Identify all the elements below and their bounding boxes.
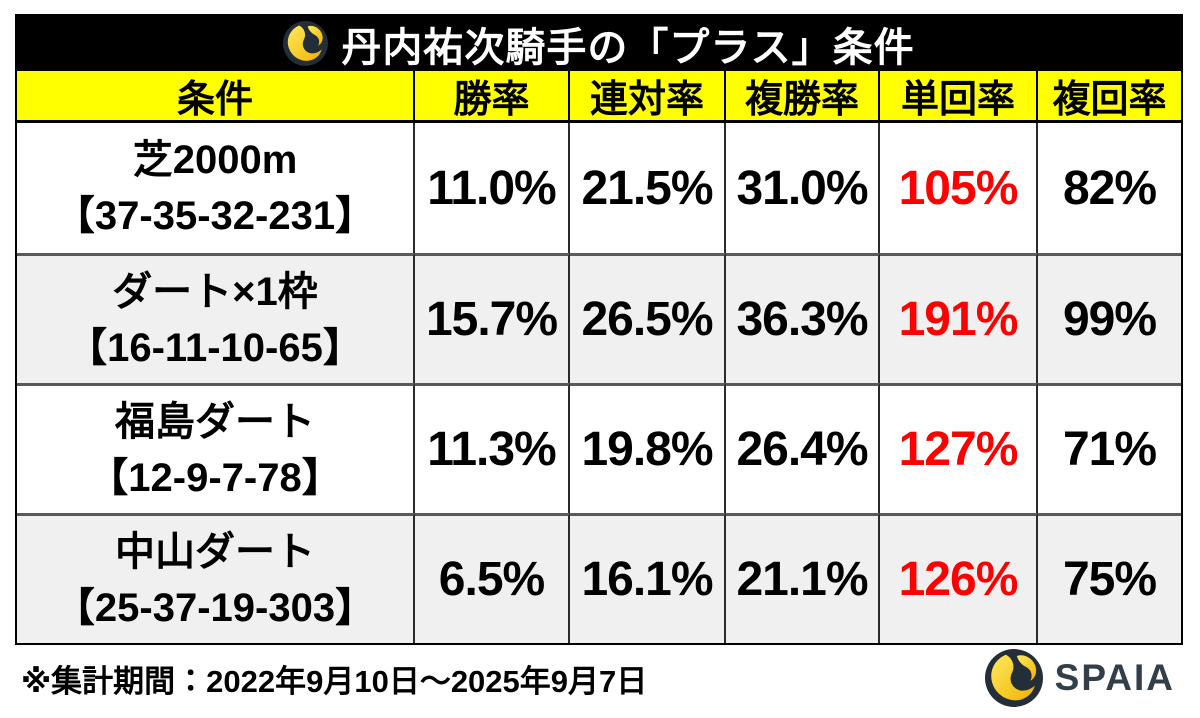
table-row-condition: 福島ダート 【12-9-7-78】 [17,383,415,513]
stats-table-frame: 丹内祐次騎手の「プラス」条件 条件 勝率 連対率 複勝率 単回率 複回率 芝20… [15,14,1183,645]
win-roi-value: 126% [880,513,1038,643]
column-header-condition: 条件 [17,71,415,123]
quinella-rate-value: 16.1% [570,513,726,643]
condition-line-2: 【16-11-10-65】 [67,325,363,370]
show-rate-value: 36.3% [726,253,880,383]
win-roi-value: 127% [880,383,1038,513]
win-roi-value: 105% [880,123,1038,253]
show-roi-value: 82% [1062,161,1157,215]
column-header-show-rate: 複勝率 [726,71,880,123]
show-rate-value: 26.4% [726,383,880,513]
condition-line-2: 【25-37-19-303】 [54,585,376,630]
quinella-rate-value: 21.5% [570,123,726,253]
condition-line-1: ダート×1枠 [112,269,318,314]
condition-line-1: 福島ダート [115,399,315,444]
column-header-show-roi: 複回率 [1038,71,1181,123]
condition-line-1: 芝2000m [132,138,298,182]
title-bar: 丹内祐次騎手の「プラス」条件 [17,16,1181,71]
condition-line-2: 【37-35-32-231】 [54,194,376,238]
quinella-rate-value: 26.5% [570,253,726,383]
column-header-quinella-rate: 連対率 [570,71,726,123]
spaia-logo-icon [283,21,329,66]
show-roi-value: 75% [1038,513,1181,643]
spaia-brand: SPAIA [984,649,1175,707]
footer: ※集計期間：2022年9月10日～2025年9月7日 SPAIA [15,645,1183,717]
show-rate-value: 31.0% [726,123,880,253]
show-roi-value: 71% [1038,383,1181,513]
win-rate-value: 11.3% [415,383,570,513]
quinella-rate-value: 19.8% [570,383,726,513]
table-row-condition: ダート×1枠 【16-11-10-65】 [17,253,415,383]
show-roi-value: 99% [1038,253,1181,383]
win-rate-value: 15.7% [415,253,570,383]
brand-wordmark: SPAIA [1054,657,1175,698]
show-rate-value: 21.1% [726,513,880,643]
aggregation-period-note: ※集計期間：2022年9月10日～2025年9月7日 [21,663,648,699]
column-header-win-roi: 単回率 [880,71,1038,123]
win-roi-value: 191% [880,253,1038,383]
condition-line-1: 中山ダート [115,529,315,574]
win-rate-value: 11.0% [415,123,570,253]
page-title: 丹内祐次騎手の「プラス」条件 [341,25,915,70]
win-rate-value: 6.5% [415,513,570,643]
column-header-win-rate: 勝率 [415,71,570,123]
spaia-logo-icon [984,649,1043,707]
condition-line-2: 【12-9-7-78】 [88,455,342,500]
stats-table: 条件 勝率 連対率 複勝率 単回率 複回率 芝2000m 【37-35-32-2… [17,71,1181,643]
table-row-condition: 中山ダート 【25-37-19-303】 [17,513,415,643]
table-row-condition: 芝2000m 【37-35-32-231】 [17,123,415,253]
